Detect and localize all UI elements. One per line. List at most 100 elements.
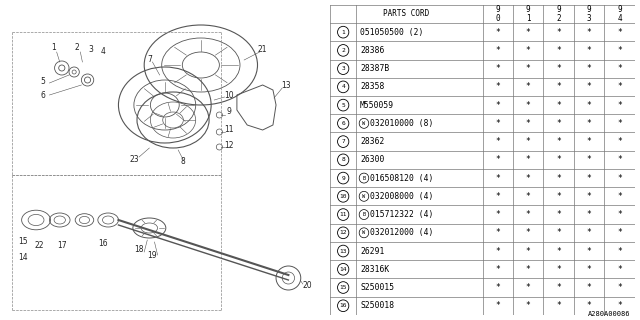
Text: 5: 5 — [341, 103, 345, 108]
Text: *: * — [556, 28, 561, 37]
Text: 11: 11 — [339, 212, 347, 217]
Text: *: * — [556, 173, 561, 183]
Text: *: * — [587, 192, 591, 201]
Text: S250015: S250015 — [360, 283, 394, 292]
Text: *: * — [495, 28, 500, 37]
Text: 6: 6 — [341, 121, 345, 126]
Text: *: * — [526, 283, 531, 292]
Text: *: * — [587, 82, 591, 92]
Text: 9: 9 — [341, 176, 345, 180]
Text: 23: 23 — [129, 156, 139, 164]
Text: *: * — [617, 64, 622, 73]
Text: 21: 21 — [258, 45, 268, 54]
Text: *: * — [495, 228, 500, 237]
Text: 9
4: 9 4 — [618, 5, 622, 23]
Text: 032008000 (4): 032008000 (4) — [371, 192, 434, 201]
Text: 14: 14 — [18, 253, 28, 262]
Text: *: * — [617, 301, 622, 310]
Text: *: * — [495, 64, 500, 73]
Text: *: * — [526, 100, 531, 110]
Text: *: * — [556, 192, 561, 201]
Text: 11: 11 — [224, 125, 234, 134]
Text: 16: 16 — [98, 239, 108, 249]
Text: *: * — [587, 210, 591, 219]
Text: *: * — [587, 265, 591, 274]
Text: *: * — [526, 119, 531, 128]
Text: 26300: 26300 — [360, 155, 385, 164]
Text: W: W — [362, 230, 365, 235]
Text: 6: 6 — [41, 91, 45, 100]
Text: *: * — [495, 265, 500, 274]
Text: *: * — [495, 137, 500, 146]
Text: *: * — [617, 155, 622, 164]
Text: *: * — [556, 155, 561, 164]
Text: *: * — [495, 82, 500, 92]
Text: *: * — [526, 192, 531, 201]
Text: *: * — [617, 46, 622, 55]
Text: *: * — [556, 137, 561, 146]
Text: *: * — [617, 192, 622, 201]
Text: 13: 13 — [339, 249, 347, 253]
Text: W: W — [362, 194, 365, 199]
Text: *: * — [587, 283, 591, 292]
Text: 9
3: 9 3 — [587, 5, 591, 23]
Text: *: * — [587, 100, 591, 110]
Text: 28387B: 28387B — [360, 64, 389, 73]
Text: 12: 12 — [224, 140, 234, 149]
Text: 032012000 (4): 032012000 (4) — [371, 228, 434, 237]
Text: *: * — [495, 246, 500, 256]
Text: 12: 12 — [339, 230, 347, 235]
Text: *: * — [556, 301, 561, 310]
Text: 16: 16 — [339, 303, 347, 308]
Text: S250018: S250018 — [360, 301, 394, 310]
Text: *: * — [587, 228, 591, 237]
Text: *: * — [495, 100, 500, 110]
Text: 28362: 28362 — [360, 137, 385, 146]
Text: 9
2: 9 2 — [556, 5, 561, 23]
Text: 22: 22 — [35, 242, 44, 251]
Text: 28358: 28358 — [360, 82, 385, 92]
Text: *: * — [495, 155, 500, 164]
Text: *: * — [617, 228, 622, 237]
Text: 5: 5 — [41, 77, 45, 86]
Text: *: * — [617, 119, 622, 128]
Text: *: * — [526, 64, 531, 73]
Text: *: * — [526, 246, 531, 256]
Text: *: * — [617, 173, 622, 183]
Text: 15: 15 — [339, 285, 347, 290]
Text: 28316K: 28316K — [360, 265, 389, 274]
Text: *: * — [526, 265, 531, 274]
Text: 1: 1 — [341, 30, 345, 35]
Text: *: * — [556, 46, 561, 55]
Text: B: B — [362, 212, 365, 217]
Text: 4: 4 — [341, 84, 345, 89]
Text: 8: 8 — [341, 157, 345, 162]
Text: 4: 4 — [100, 47, 106, 57]
Text: *: * — [617, 137, 622, 146]
Text: *: * — [587, 246, 591, 256]
Text: B: B — [362, 176, 365, 180]
Text: *: * — [617, 283, 622, 292]
Text: 18: 18 — [134, 245, 144, 254]
Text: *: * — [617, 100, 622, 110]
Text: *: * — [556, 265, 561, 274]
Text: 15: 15 — [18, 237, 28, 246]
Text: M550059: M550059 — [360, 100, 394, 110]
Text: *: * — [587, 64, 591, 73]
Text: *: * — [587, 155, 591, 164]
Text: *: * — [587, 173, 591, 183]
Text: *: * — [495, 119, 500, 128]
Text: 9
0: 9 0 — [495, 5, 500, 23]
Text: 14: 14 — [339, 267, 347, 272]
Text: W: W — [362, 121, 365, 126]
Text: 1: 1 — [51, 44, 56, 52]
Text: *: * — [495, 46, 500, 55]
Text: *: * — [526, 137, 531, 146]
Text: 9
1: 9 1 — [526, 5, 531, 23]
Text: 7: 7 — [341, 139, 345, 144]
Text: *: * — [526, 173, 531, 183]
Text: 8: 8 — [181, 157, 186, 166]
Text: 26291: 26291 — [360, 246, 385, 256]
Text: *: * — [526, 155, 531, 164]
Text: *: * — [526, 228, 531, 237]
